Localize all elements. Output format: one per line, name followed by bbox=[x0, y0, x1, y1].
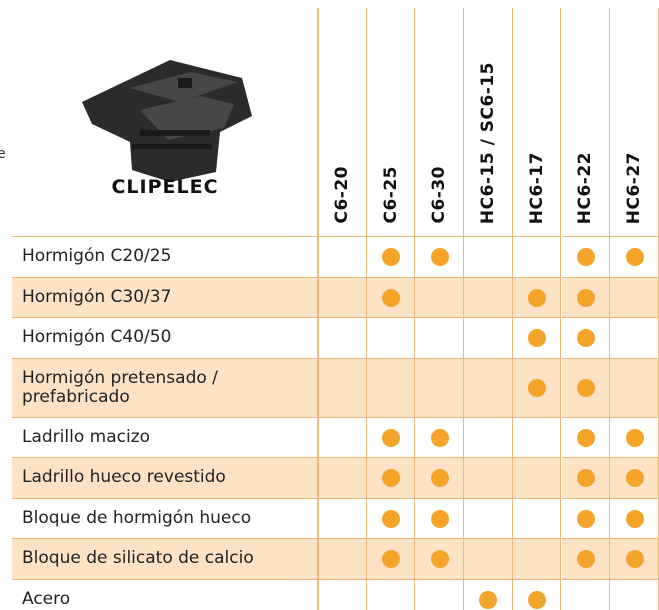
table-cell bbox=[610, 277, 659, 318]
compatibility-dot bbox=[430, 509, 449, 528]
table-cell bbox=[318, 358, 367, 418]
compatibility-dot bbox=[625, 428, 644, 447]
compatibility-dot bbox=[625, 509, 644, 528]
row-label: Hormigón C20/25 bbox=[12, 237, 318, 278]
table-cell bbox=[366, 318, 416, 359]
table-cell bbox=[512, 417, 562, 458]
compatibility-dot bbox=[382, 288, 401, 307]
row-label: Hormigón C30/37 bbox=[12, 277, 318, 318]
compatibility-dot bbox=[382, 428, 401, 447]
table-cell bbox=[415, 277, 465, 318]
column-header: HC6-27 bbox=[610, 8, 659, 237]
table-cell bbox=[318, 417, 367, 458]
table-cell bbox=[318, 318, 367, 359]
compatibility-dot bbox=[382, 248, 401, 267]
row-label: Bloque de hormigón hueco bbox=[12, 498, 318, 539]
table-cell bbox=[318, 579, 367, 610]
compatibility-dot bbox=[576, 248, 595, 267]
table-cell bbox=[464, 237, 513, 278]
compatibility-dot bbox=[576, 550, 595, 569]
table-cell bbox=[415, 458, 465, 499]
compatibility-dot bbox=[576, 509, 595, 528]
compatibility-dot bbox=[625, 550, 644, 569]
compatibility-dot bbox=[430, 550, 449, 569]
compatibility-dot bbox=[382, 509, 401, 528]
column-label: HC6-17 bbox=[526, 151, 547, 224]
table-cell bbox=[512, 237, 562, 278]
column-label: HC6-15 / SC6-15 bbox=[477, 61, 498, 224]
table-cell bbox=[610, 579, 659, 610]
compatibility-dot bbox=[528, 288, 547, 307]
table-cell bbox=[512, 458, 562, 499]
column-label: C6-30 bbox=[429, 166, 450, 224]
compatibility-dot bbox=[479, 590, 498, 609]
table-cell bbox=[610, 318, 659, 359]
column-label: HC6-27 bbox=[624, 151, 645, 224]
table-cell bbox=[415, 318, 465, 359]
compatibility-dot bbox=[528, 379, 547, 397]
row-label: Hormigón pretensado / prefabricado bbox=[12, 358, 318, 418]
table-cell bbox=[366, 579, 416, 610]
column-header: C6-30 bbox=[415, 8, 465, 237]
compatibility-dot bbox=[576, 469, 595, 488]
table-cell bbox=[318, 277, 367, 318]
table-cell bbox=[464, 277, 513, 318]
compatibility-dot bbox=[528, 590, 547, 609]
table-cell bbox=[512, 498, 562, 539]
table-cell bbox=[464, 458, 513, 499]
table-cell bbox=[318, 539, 367, 580]
compatibility-dot bbox=[576, 329, 595, 348]
side-text: e bbox=[0, 146, 6, 162]
table-cell bbox=[318, 458, 367, 499]
row-label: Bloque de silicato de calcio bbox=[12, 539, 318, 580]
compatibility-dot bbox=[625, 248, 644, 267]
table-cell bbox=[464, 358, 513, 418]
compatibility-dot bbox=[382, 550, 401, 569]
column-label: HC6-22 bbox=[575, 151, 596, 224]
compatibility-dot bbox=[576, 428, 595, 447]
column-header: HC6-17 bbox=[512, 8, 562, 237]
product-image bbox=[82, 60, 252, 182]
table-cell bbox=[610, 539, 659, 580]
table-cell bbox=[464, 539, 513, 580]
brand-name: CLIPELEC bbox=[111, 176, 219, 198]
table-cell bbox=[561, 579, 611, 610]
table-cell bbox=[415, 579, 465, 610]
compatibility-dot bbox=[430, 469, 449, 488]
column-header: HC6-15 / SC6-15 bbox=[464, 8, 513, 237]
table-cell bbox=[366, 358, 416, 418]
compatibility-dot bbox=[382, 469, 401, 488]
compatibility-dot bbox=[430, 428, 449, 447]
table-cell bbox=[561, 539, 611, 580]
column-header: C6-25 bbox=[366, 8, 416, 237]
table-cell bbox=[415, 358, 465, 418]
compatibility-dot bbox=[528, 329, 547, 348]
compatibility-dot bbox=[576, 288, 595, 307]
table-cell bbox=[318, 498, 367, 539]
compatibility-dot bbox=[576, 379, 595, 397]
row-label: Ladrillo macizo bbox=[12, 417, 318, 458]
row-label: Hormigón C40/50 bbox=[12, 318, 318, 359]
column-header: C6-20 bbox=[318, 8, 367, 237]
table-cell bbox=[464, 417, 513, 458]
table-cell bbox=[610, 358, 659, 418]
header-cell bbox=[12, 8, 318, 237]
table-cell bbox=[464, 498, 513, 539]
column-label: C6-25 bbox=[380, 166, 401, 224]
compatibility-dot bbox=[625, 469, 644, 488]
row-label: Ladrillo hueco revestido bbox=[12, 458, 318, 499]
column-header: HC6-22 bbox=[561, 8, 611, 237]
table-cell bbox=[512, 539, 562, 580]
row-label: Acero bbox=[12, 579, 318, 610]
compatibility-dot bbox=[430, 248, 449, 267]
table-cell bbox=[318, 237, 367, 278]
column-label: C6-20 bbox=[332, 166, 353, 224]
table-cell bbox=[464, 318, 513, 359]
